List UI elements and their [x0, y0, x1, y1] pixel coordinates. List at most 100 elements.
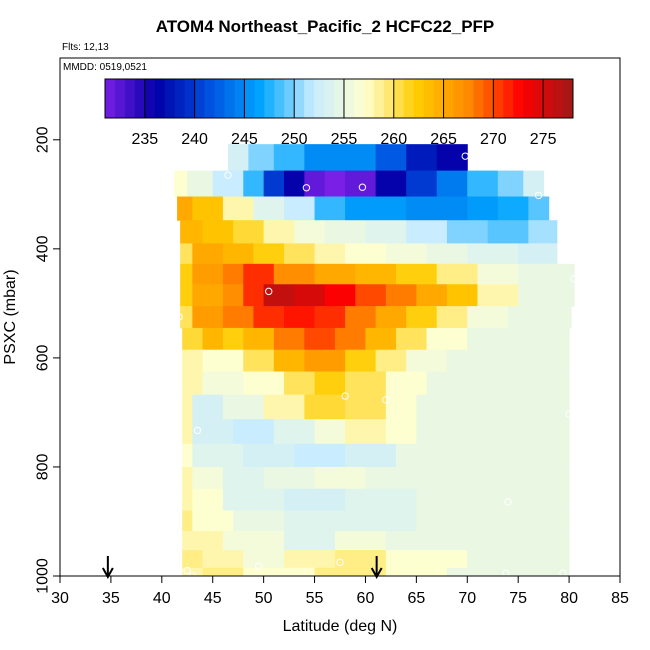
heatmap-cell: [243, 349, 275, 373]
colorbar-cell: [433, 79, 445, 118]
heatmap-cell: [243, 443, 295, 468]
sample-point: [265, 287, 273, 296]
heatmap-cell: [180, 220, 204, 244]
y-axis-label: PSXC (mbar): [2, 269, 19, 364]
heatmap-cell: [180, 306, 193, 329]
heatmap-cell: [243, 550, 285, 569]
heatmap-cell: [365, 466, 428, 490]
heatmap-cell: [253, 196, 285, 221]
colorbar-cell: [353, 79, 365, 118]
heatmap-cell: [182, 443, 193, 468]
heatmap-cell: [314, 196, 346, 221]
heatmap-cell: [284, 488, 346, 512]
colorbar-tick-label: 245: [231, 131, 258, 148]
heatmap-cell: [202, 550, 244, 569]
heatmap-cell: [324, 170, 346, 197]
heatmap-cell: [284, 371, 316, 396]
colorbar-cell: [304, 79, 315, 118]
flight-arrow-head: [101, 567, 114, 580]
colorbar-cell: [423, 79, 435, 118]
colorbar-cell: [413, 79, 425, 118]
sample-point: [461, 152, 469, 160]
sample-point: [183, 566, 191, 575]
heatmap-cell: [375, 306, 407, 329]
x-tick-label: 60: [357, 590, 375, 607]
heatmap-cell: [304, 144, 346, 172]
colorbar-tick-label: 235: [131, 131, 158, 148]
colorbar-cell: [124, 79, 136, 118]
colorbar-cell: [105, 79, 116, 118]
heatmap-cell: [192, 306, 224, 329]
heatmap-cell: [467, 550, 570, 569]
colorbar-cell: [443, 79, 455, 118]
heatmap-cell: [436, 306, 468, 329]
heatmap-cell: [182, 550, 204, 569]
heatmap-cell: [243, 284, 265, 307]
colorbar-cell: [363, 79, 375, 118]
heatmap-cell: [284, 243, 316, 265]
colorbar-tick-label: 255: [331, 131, 358, 148]
colorbar-cell: [224, 79, 235, 118]
colorbar-frame: [104, 78, 574, 119]
y-tick-label: 600: [35, 344, 52, 371]
heatmap-cell: [385, 284, 417, 307]
heatmap-cell: [345, 394, 387, 420]
colorbar-cell: [324, 79, 335, 118]
colorbar-cell: [274, 79, 285, 118]
heatmap-cell: [294, 220, 326, 244]
heatmap-cell: [334, 550, 387, 569]
heatmap-cell: [345, 243, 387, 265]
heatmap-cell: [182, 419, 193, 445]
heatmap-cell: [253, 243, 285, 265]
sample-point: [570, 275, 578, 283]
heatmap-cell: [180, 243, 193, 265]
colorbar-cell: [523, 79, 534, 118]
y-tick-label: 800: [35, 454, 52, 481]
heatmap-cell: [192, 419, 234, 445]
heatmap-cell: [497, 170, 524, 197]
heatmap-cell: [243, 371, 285, 396]
x-tick-label: 80: [560, 590, 578, 607]
heatmap-cell: [304, 349, 346, 373]
heatmap-cell: [406, 196, 438, 221]
sample-point: [565, 410, 573, 418]
heatmap-cell: [304, 327, 336, 351]
heatmap-cell: [518, 263, 575, 285]
heatmap-cell: [182, 531, 193, 551]
heatmap-cell: [192, 243, 224, 265]
heatmap-cell: [222, 327, 244, 351]
colorbar-cell: [334, 79, 345, 118]
heatmap-cell: [273, 144, 305, 172]
heatmap-cell: [416, 394, 570, 420]
heatmap-cell: [243, 327, 275, 351]
heatmap-cell: [202, 220, 234, 244]
colorbar-cell: [463, 79, 474, 118]
heatmap-cell: [284, 550, 336, 569]
heatmap-cell: [192, 443, 244, 468]
y-tick-label: 400: [35, 235, 52, 262]
colorbar-cell: [503, 79, 514, 118]
heatmap-cell: [345, 419, 387, 445]
heatmap-cell: [345, 306, 377, 329]
x-axis-label: Latitude (deg N): [283, 618, 398, 635]
heatmap-cell: [222, 488, 285, 512]
heatmap-cell: [187, 170, 214, 197]
heatmap-cell: [222, 196, 254, 221]
sample-point: [336, 558, 344, 567]
heatmap-cell: [345, 488, 417, 512]
heatmap-cell: [192, 510, 234, 532]
colorbar-cell: [174, 79, 186, 118]
heatmap-cell: [192, 488, 224, 512]
heatmap-cell: [304, 394, 346, 420]
heatmap-cell: [385, 550, 468, 569]
heatmap-cell: [182, 371, 204, 396]
heatmap-cell: [467, 306, 509, 329]
heatmap-cell: [314, 567, 387, 577]
heatmap-cell: [416, 510, 570, 532]
colorbar-cell: [493, 79, 504, 118]
heatmap-cell: [426, 466, 570, 490]
heatmap-cell: [528, 196, 550, 221]
heatmap-cell: [406, 349, 448, 373]
heatmap-cell: [284, 196, 316, 221]
